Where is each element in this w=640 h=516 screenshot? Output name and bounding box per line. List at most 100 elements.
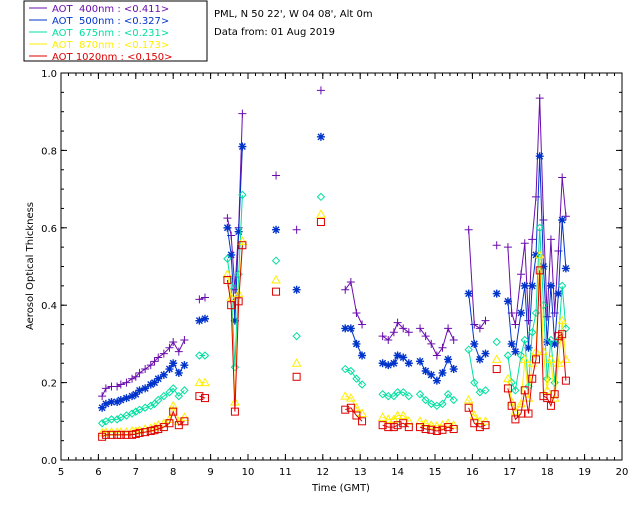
- data-point-asterisk: [146, 380, 155, 389]
- data-point-asterisk: [150, 378, 159, 387]
- series-line: [226, 245, 243, 412]
- series-line: [419, 327, 455, 357]
- data-point-asterisk: [416, 357, 425, 366]
- data-point-triangle: [392, 410, 403, 419]
- data-point-square: [475, 423, 484, 432]
- y-tick-label: 0.0: [41, 456, 57, 467]
- data-point-plus: [165, 343, 174, 352]
- data-point-square: [238, 241, 247, 250]
- data-point-square: [141, 428, 150, 437]
- data-point-plus: [98, 392, 107, 401]
- data-point-asterisk: [517, 308, 526, 317]
- data-point-triangle: [200, 377, 210, 387]
- data-point-diamond: [516, 351, 526, 360]
- data-point-diamond: [492, 337, 501, 347]
- data-point-asterisk: [141, 384, 150, 393]
- data-point-asterisk: [449, 365, 458, 374]
- data-point-diamond: [415, 390, 425, 399]
- data-point-asterisk: [535, 152, 544, 161]
- data-point-square: [404, 423, 413, 432]
- data-point-triangle: [271, 275, 281, 284]
- data-point-asterisk: [113, 397, 122, 406]
- data-point-square: [116, 430, 125, 439]
- data-point-triangle: [291, 358, 302, 367]
- x-tick-label: 19: [578, 467, 591, 478]
- data-point-asterisk: [159, 370, 168, 379]
- data-point-plus: [292, 225, 301, 234]
- data-point-asterisk: [122, 394, 131, 403]
- data-point-square: [438, 425, 447, 434]
- series-line: [507, 98, 567, 325]
- data-point-plus: [358, 320, 367, 329]
- data-point-plus: [492, 241, 501, 250]
- x-tick-label: 9: [207, 467, 213, 478]
- data-point-triangle: [432, 420, 442, 430]
- data-point-diamond: [535, 223, 544, 233]
- data-point-plus: [346, 277, 355, 286]
- data-point-asterisk: [492, 289, 501, 298]
- data-point-square: [234, 297, 243, 306]
- data-point-triangle: [226, 292, 237, 301]
- data-point-diamond: [159, 391, 169, 401]
- data-point-triangle: [491, 354, 502, 363]
- data-point-asterisk: [234, 227, 243, 236]
- data-point-asterisk: [352, 339, 361, 348]
- data-point-plus: [113, 382, 122, 391]
- data-point-asterisk: [341, 324, 350, 333]
- data-point-plus: [128, 374, 137, 383]
- data-point-square: [550, 390, 559, 399]
- data-point-plus: [101, 384, 110, 393]
- series-1: [98, 86, 570, 401]
- data-point-triangle: [546, 354, 556, 363]
- data-point-asterisk: [404, 359, 413, 368]
- data-point-plus: [421, 332, 430, 341]
- data-point-diamond: [449, 395, 458, 405]
- data-point-plus: [238, 109, 247, 118]
- data-point-asterisk: [358, 351, 367, 360]
- data-point-diamond: [107, 415, 116, 424]
- data-point-square: [393, 421, 402, 430]
- date-info-text: Data from: 01 Aug 2019: [214, 27, 335, 38]
- data-point-plus: [416, 324, 425, 333]
- data-point-diamond: [393, 388, 402, 397]
- data-point-asterisk: [393, 351, 402, 360]
- data-point-triangle: [519, 354, 530, 363]
- y-tick-label: 0.2: [41, 379, 57, 390]
- legend-label: AOT 870nm : <0.173>: [52, 40, 169, 51]
- data-point-asterisk: [200, 314, 209, 323]
- data-point-plus: [141, 365, 150, 374]
- data-point-plus: [159, 349, 168, 358]
- data-point-square: [524, 409, 533, 418]
- data-point-diamond: [174, 391, 184, 401]
- data-point-triangle: [420, 418, 431, 427]
- x-tick-label: 18: [541, 467, 554, 478]
- data-point-asterisk: [98, 403, 107, 412]
- legend-label: AOT 400nm : <0.411>: [52, 4, 169, 15]
- data-point-asterisk: [346, 324, 355, 333]
- y-tick-label: 0.8: [41, 146, 57, 157]
- data-point-diamond: [200, 351, 210, 360]
- data-point-asterisk: [444, 355, 453, 364]
- series-line: [468, 229, 486, 330]
- data-point-diamond: [180, 386, 189, 395]
- data-point-asterisk: [316, 132, 325, 141]
- data-point-asterisk: [558, 216, 567, 225]
- data-point-triangle: [415, 416, 425, 425]
- data-point-asterisk: [475, 355, 484, 364]
- data-point-diamond: [464, 345, 473, 354]
- data-point-square: [520, 386, 529, 395]
- data-point-diamond: [238, 190, 247, 200]
- data-point-triangle: [443, 418, 453, 427]
- data-point-asterisk: [292, 285, 301, 294]
- data-point-plus: [481, 316, 490, 325]
- data-point-square: [432, 426, 441, 435]
- data-point-square: [535, 266, 544, 275]
- data-point-plus: [195, 295, 204, 304]
- data-point-plus: [520, 239, 529, 248]
- series-4: [97, 209, 571, 437]
- data-point-plus: [539, 216, 548, 225]
- data-point-plus: [389, 328, 398, 337]
- data-point-asterisk: [135, 386, 144, 395]
- data-point-plus: [272, 171, 281, 180]
